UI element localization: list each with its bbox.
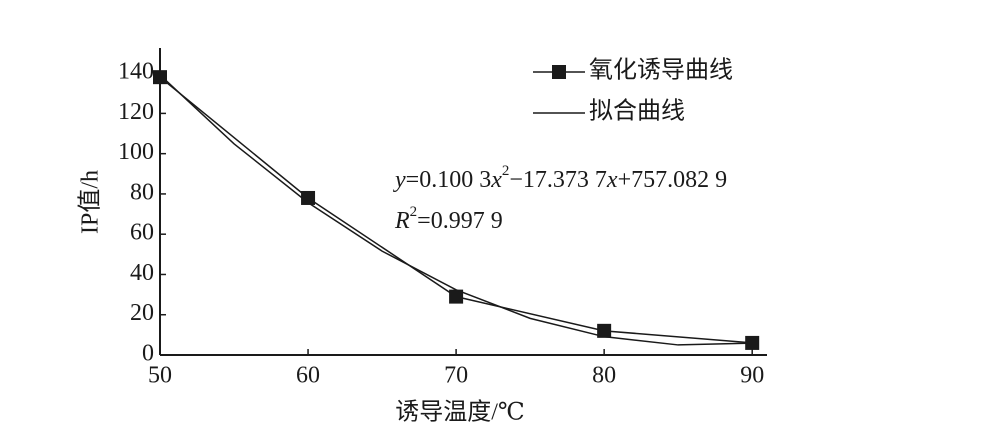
legend-label: 拟合曲线 <box>589 98 685 125</box>
r-squared-part: R <box>394 208 410 234</box>
series-line <box>159 74 753 346</box>
y-tick-label: 60 <box>130 220 154 246</box>
y-tick-label: 20 <box>130 300 154 326</box>
y-tick-label: 40 <box>130 260 154 286</box>
equation: y=0.100 3x2−17.373 7x+757.082 9 <box>393 163 727 192</box>
x-tick-label: 60 <box>296 363 320 389</box>
point <box>745 335 760 350</box>
legend-marker <box>552 65 566 79</box>
point <box>597 323 612 338</box>
x-tick-label: 70 <box>444 363 468 389</box>
equation-part: y <box>393 167 406 193</box>
equation-part: −17.373 7 <box>509 167 607 193</box>
point <box>301 190 316 205</box>
x-tick-label: 50 <box>148 363 172 389</box>
y-axis-label: IP值/h <box>77 170 104 234</box>
r-squared-part: 2 <box>410 204 418 220</box>
y-tick-label: 0 <box>142 341 154 367</box>
y-tick-label: 140 <box>118 59 154 85</box>
equation-part: =0.100 3 <box>406 167 492 193</box>
point <box>449 289 464 304</box>
equation-part: +757.082 9 <box>618 167 728 193</box>
legend-label: 氧化诱导曲线 <box>589 57 733 84</box>
y-tick-label: 80 <box>130 179 154 205</box>
equation-part: x <box>606 167 618 193</box>
equation-part: 2 <box>502 163 510 179</box>
r-squared: R2=0.997 9 <box>394 204 503 233</box>
x-axis-label: 诱导温度/℃ <box>395 399 525 426</box>
r-squared-part: =0.997 9 <box>417 208 503 234</box>
x-tick-label: 90 <box>740 363 764 389</box>
y-tick-label: 120 <box>118 99 154 125</box>
x-tick-label: 80 <box>592 363 616 389</box>
equation-part: x <box>490 167 502 193</box>
point <box>153 70 167 85</box>
y-tick-label: 100 <box>118 139 154 165</box>
